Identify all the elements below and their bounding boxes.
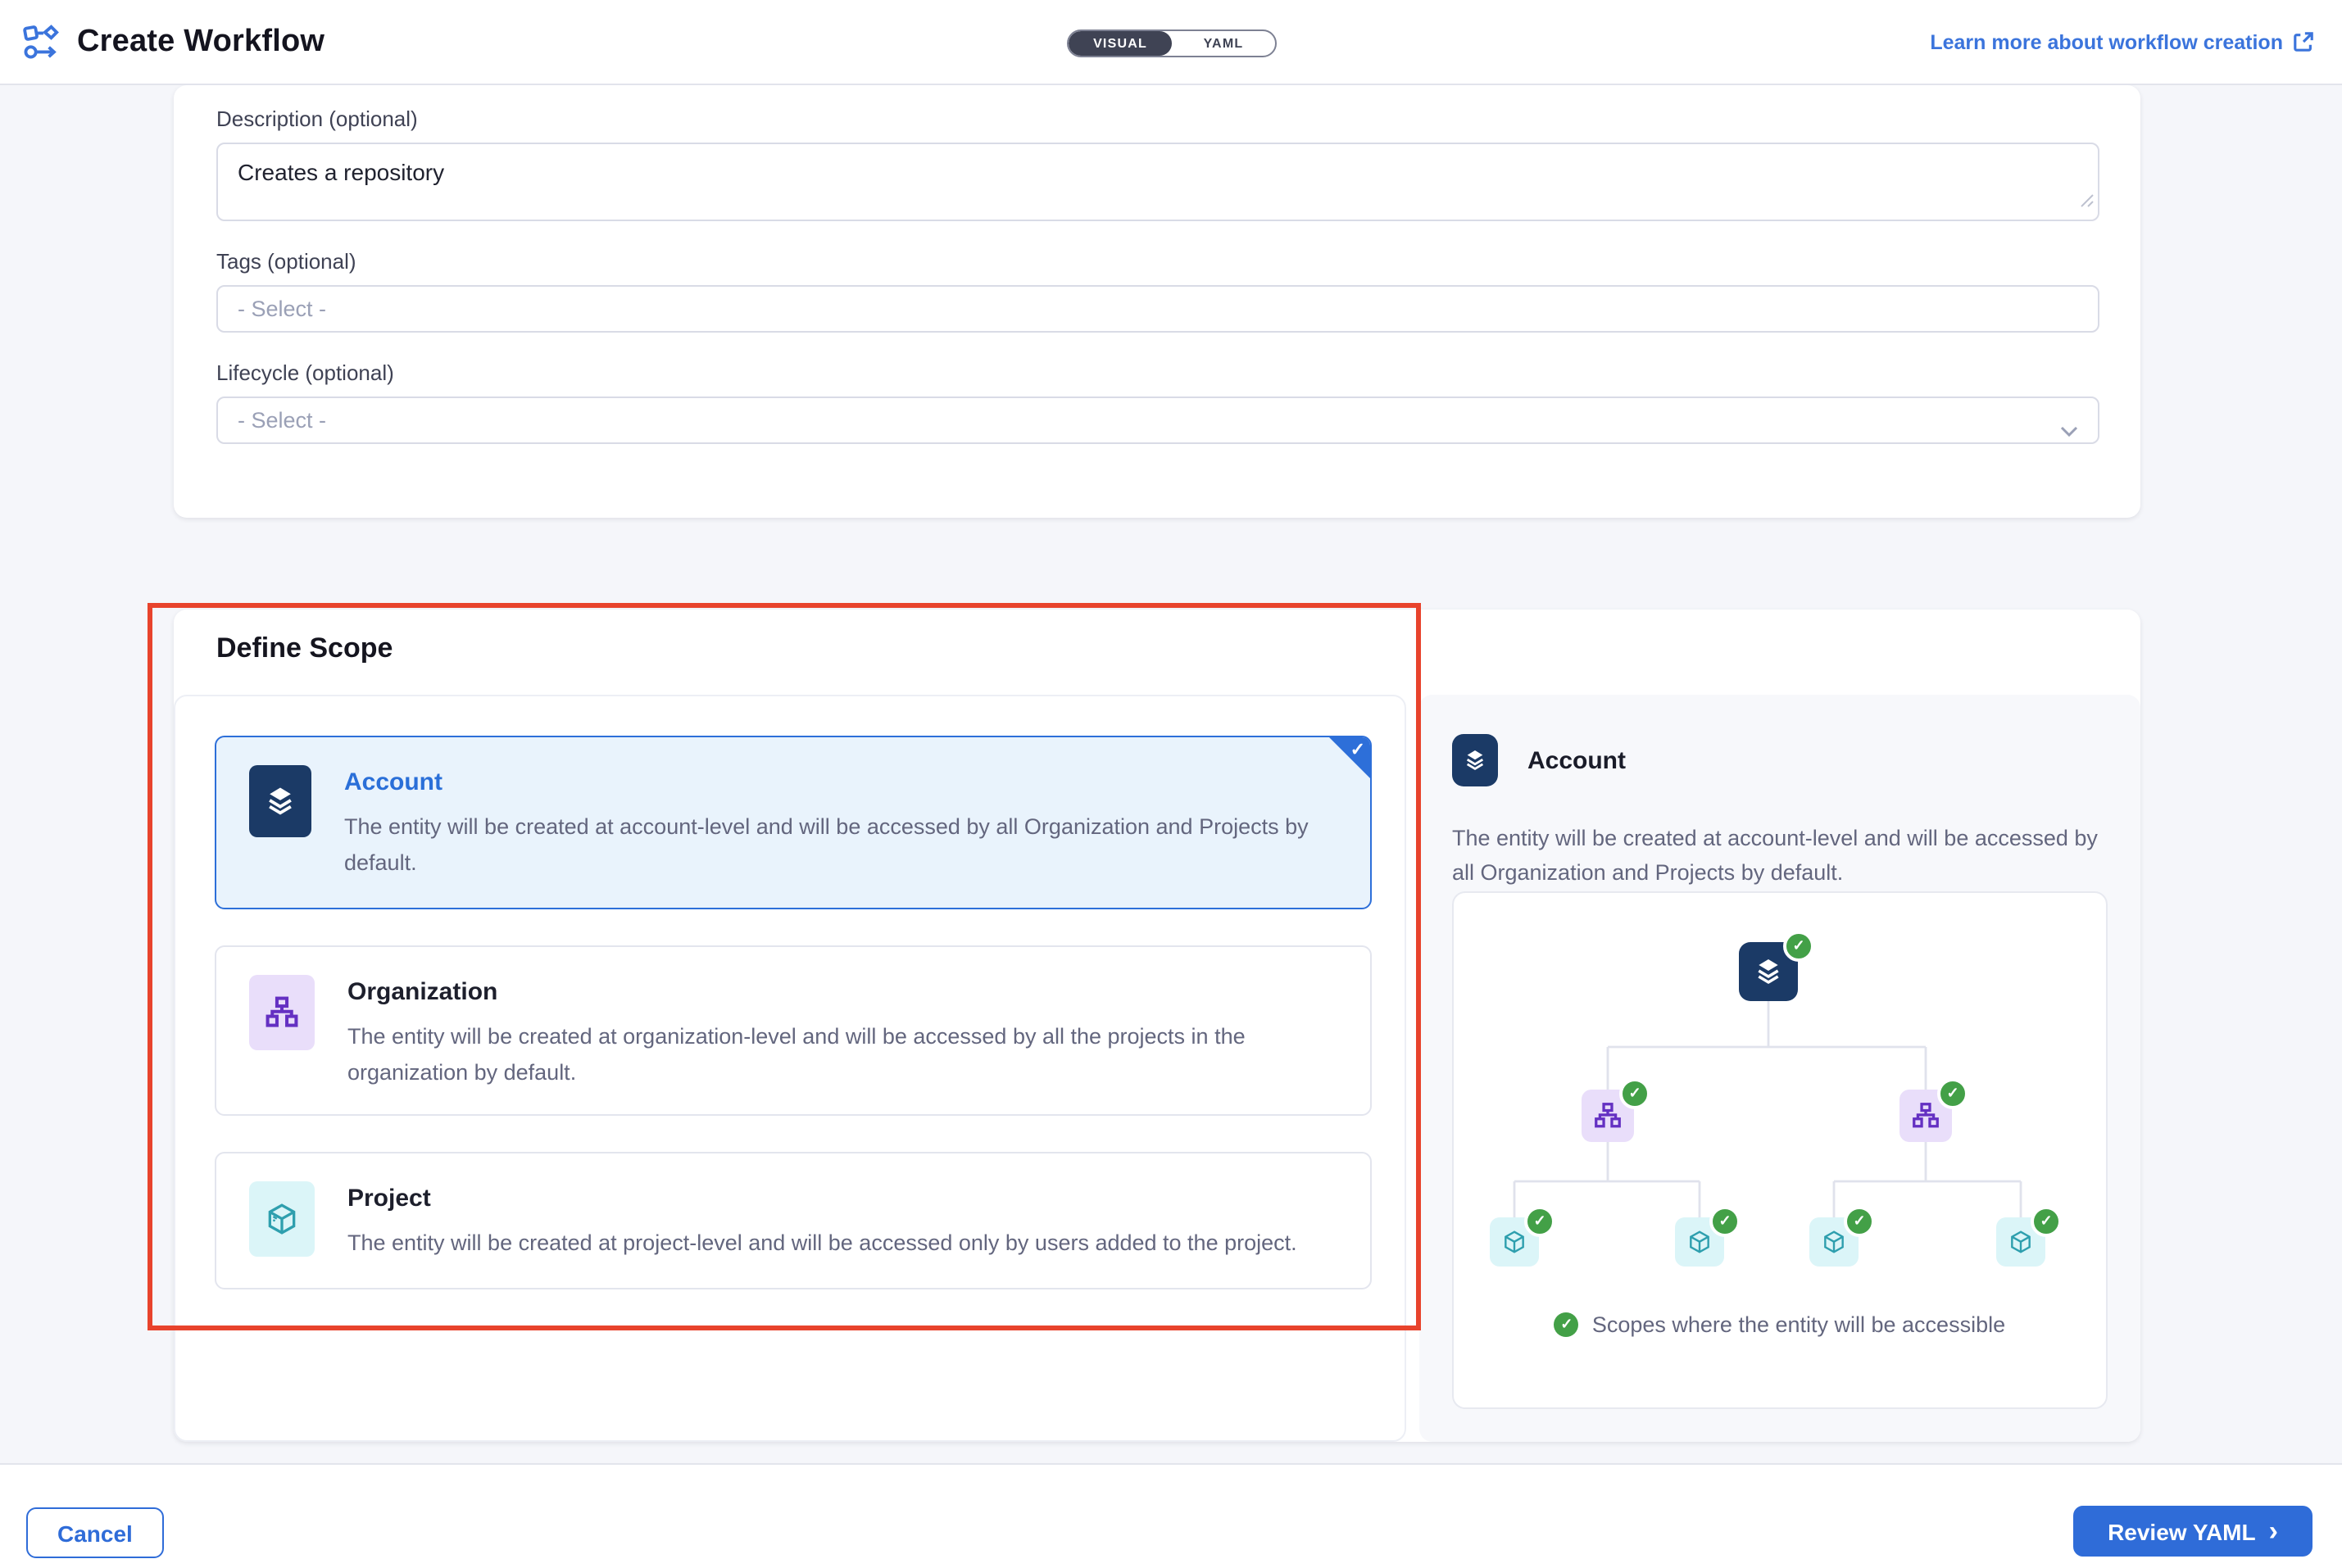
toggle-visual[interactable]: VISUAL xyxy=(1069,31,1172,56)
preview-description: The entity will be created at account-le… xyxy=(1452,826,2098,885)
tags-select-input[interactable] xyxy=(216,285,2099,333)
project-cube-icon xyxy=(249,1181,315,1257)
tree-legend: ✓ Scopes where the entity will be access… xyxy=(1454,1312,2106,1337)
review-yaml-label: Review YAML xyxy=(2108,1518,2256,1544)
scope-option-title: Project xyxy=(347,1185,431,1212)
scope-option-title: Account xyxy=(344,768,443,796)
review-yaml-button[interactable]: Review YAML › xyxy=(2073,1506,2312,1557)
scope-option-description: The entity will be created at project-le… xyxy=(347,1230,1297,1255)
scope-preview-pane: Account The entity will be created at ac… xyxy=(1419,695,2140,1442)
description-input[interactable]: Creates a repository xyxy=(216,143,2099,221)
scope-option-organization[interactable]: Organization The entity will be created … xyxy=(215,945,1372,1116)
tags-label: Tags (optional) xyxy=(216,249,356,274)
scope-option-title: Organization xyxy=(347,978,498,1006)
selected-check-icon: ✓ xyxy=(1350,741,1365,760)
cancel-button[interactable]: Cancel xyxy=(26,1507,164,1558)
chevron-right-icon: › xyxy=(2268,1515,2278,1546)
page-header: Create Workflow VISUAL YAML Learn more a… xyxy=(0,0,2342,85)
check-badge: ✓ xyxy=(1783,931,1814,962)
learn-more-link[interactable]: Learn more about workflow creation xyxy=(1930,0,2314,84)
account-layers-icon xyxy=(249,765,311,837)
scope-options-panel: Account The entity will be created at ac… xyxy=(174,695,1406,1442)
description-label: Description (optional) xyxy=(216,106,418,131)
check-circle-icon: ✓ xyxy=(1554,1312,1579,1337)
lifecycle-select[interactable]: - Select - xyxy=(216,397,2099,444)
define-scope-section: Define Scope Account The entity will be … xyxy=(174,610,2140,1442)
lifecycle-label: Lifecycle (optional) xyxy=(216,360,394,385)
scope-option-description: The entity will be created at organizati… xyxy=(347,1024,1246,1085)
toggle-yaml[interactable]: YAML xyxy=(1203,36,1244,51)
workflow-details-card: Description (optional) Creates a reposit… xyxy=(174,85,2140,518)
tree-account-node xyxy=(1739,942,1798,1001)
check-badge: ✓ xyxy=(2031,1206,2062,1237)
scope-option-description: The entity will be created at account-le… xyxy=(344,814,1309,875)
check-badge: ✓ xyxy=(1619,1078,1650,1109)
lifecycle-placeholder: - Select - xyxy=(238,408,327,433)
chevron-down-icon xyxy=(2060,416,2078,446)
preview-title: Account xyxy=(1527,746,1626,774)
external-link-icon xyxy=(2293,31,2314,52)
tree-connectors xyxy=(1513,1001,2022,1217)
selected-corner xyxy=(1328,737,1370,780)
scope-option-account[interactable]: Account The entity will be created at ac… xyxy=(215,736,1372,909)
preview-account-icon xyxy=(1452,734,1498,786)
scope-option-project[interactable]: Project The entity will be created at pr… xyxy=(215,1152,1372,1289)
header-left: Create Workflow xyxy=(23,0,325,84)
check-badge: ✓ xyxy=(1937,1078,1968,1109)
workflow-icon xyxy=(23,23,61,61)
define-scope-heading: Define Scope xyxy=(216,632,393,664)
learn-more-label: Learn more about workflow creation xyxy=(1930,30,2283,53)
page-footer: Cancel Review YAML › xyxy=(0,1463,2342,1568)
page-title: Create Workflow xyxy=(77,24,325,58)
check-badge: ✓ xyxy=(1709,1206,1741,1237)
org-chart-icon xyxy=(249,975,315,1050)
check-badge: ✓ xyxy=(1524,1206,1555,1237)
scope-tree-diagram: ✓ ✓ xyxy=(1452,891,2108,1409)
visual-yaml-toggle: VISUAL YAML xyxy=(1067,29,1277,57)
tree-organization-node xyxy=(1582,1090,1634,1142)
tree-legend-label: Scopes where the entity will be accessib… xyxy=(1591,1312,2006,1337)
check-badge: ✓ xyxy=(1844,1206,1875,1237)
